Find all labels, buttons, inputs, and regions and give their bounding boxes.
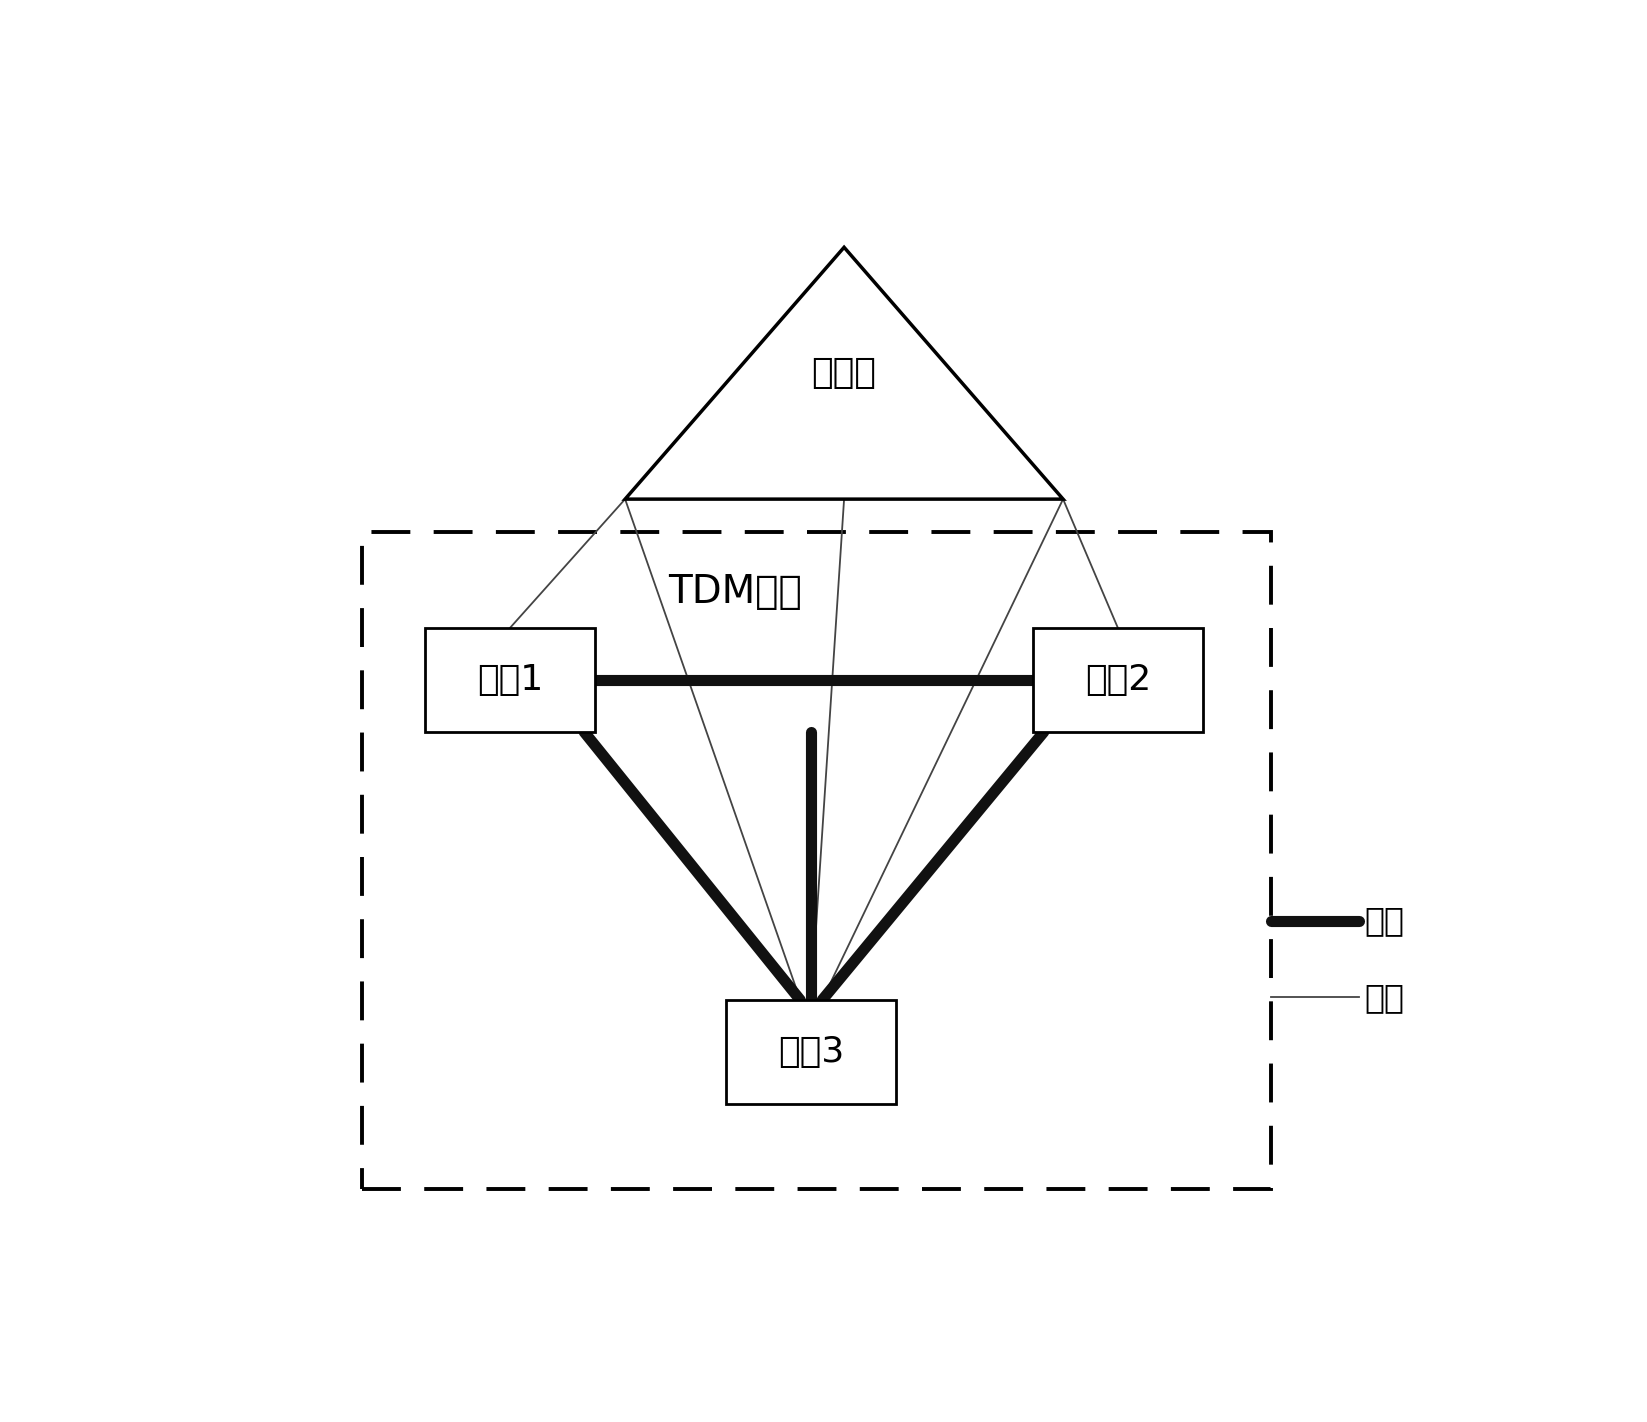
Text: 网兴3: 网兴3	[777, 1035, 845, 1069]
Bar	[1033, 627, 1202, 732]
Text: 软交换: 软交换	[812, 356, 876, 390]
Bar	[425, 627, 595, 732]
Text: TDM网络: TDM网络	[667, 573, 802, 611]
Text: 网兴1: 网兴1	[478, 663, 544, 697]
Text: 网兴2: 网兴2	[1085, 663, 1151, 697]
Text: 信令: 信令	[1364, 981, 1405, 1014]
Polygon shape	[626, 247, 1062, 499]
Bar	[362, 532, 1271, 1189]
Bar	[726, 1000, 896, 1103]
Text: 承载: 承载	[1364, 904, 1405, 937]
